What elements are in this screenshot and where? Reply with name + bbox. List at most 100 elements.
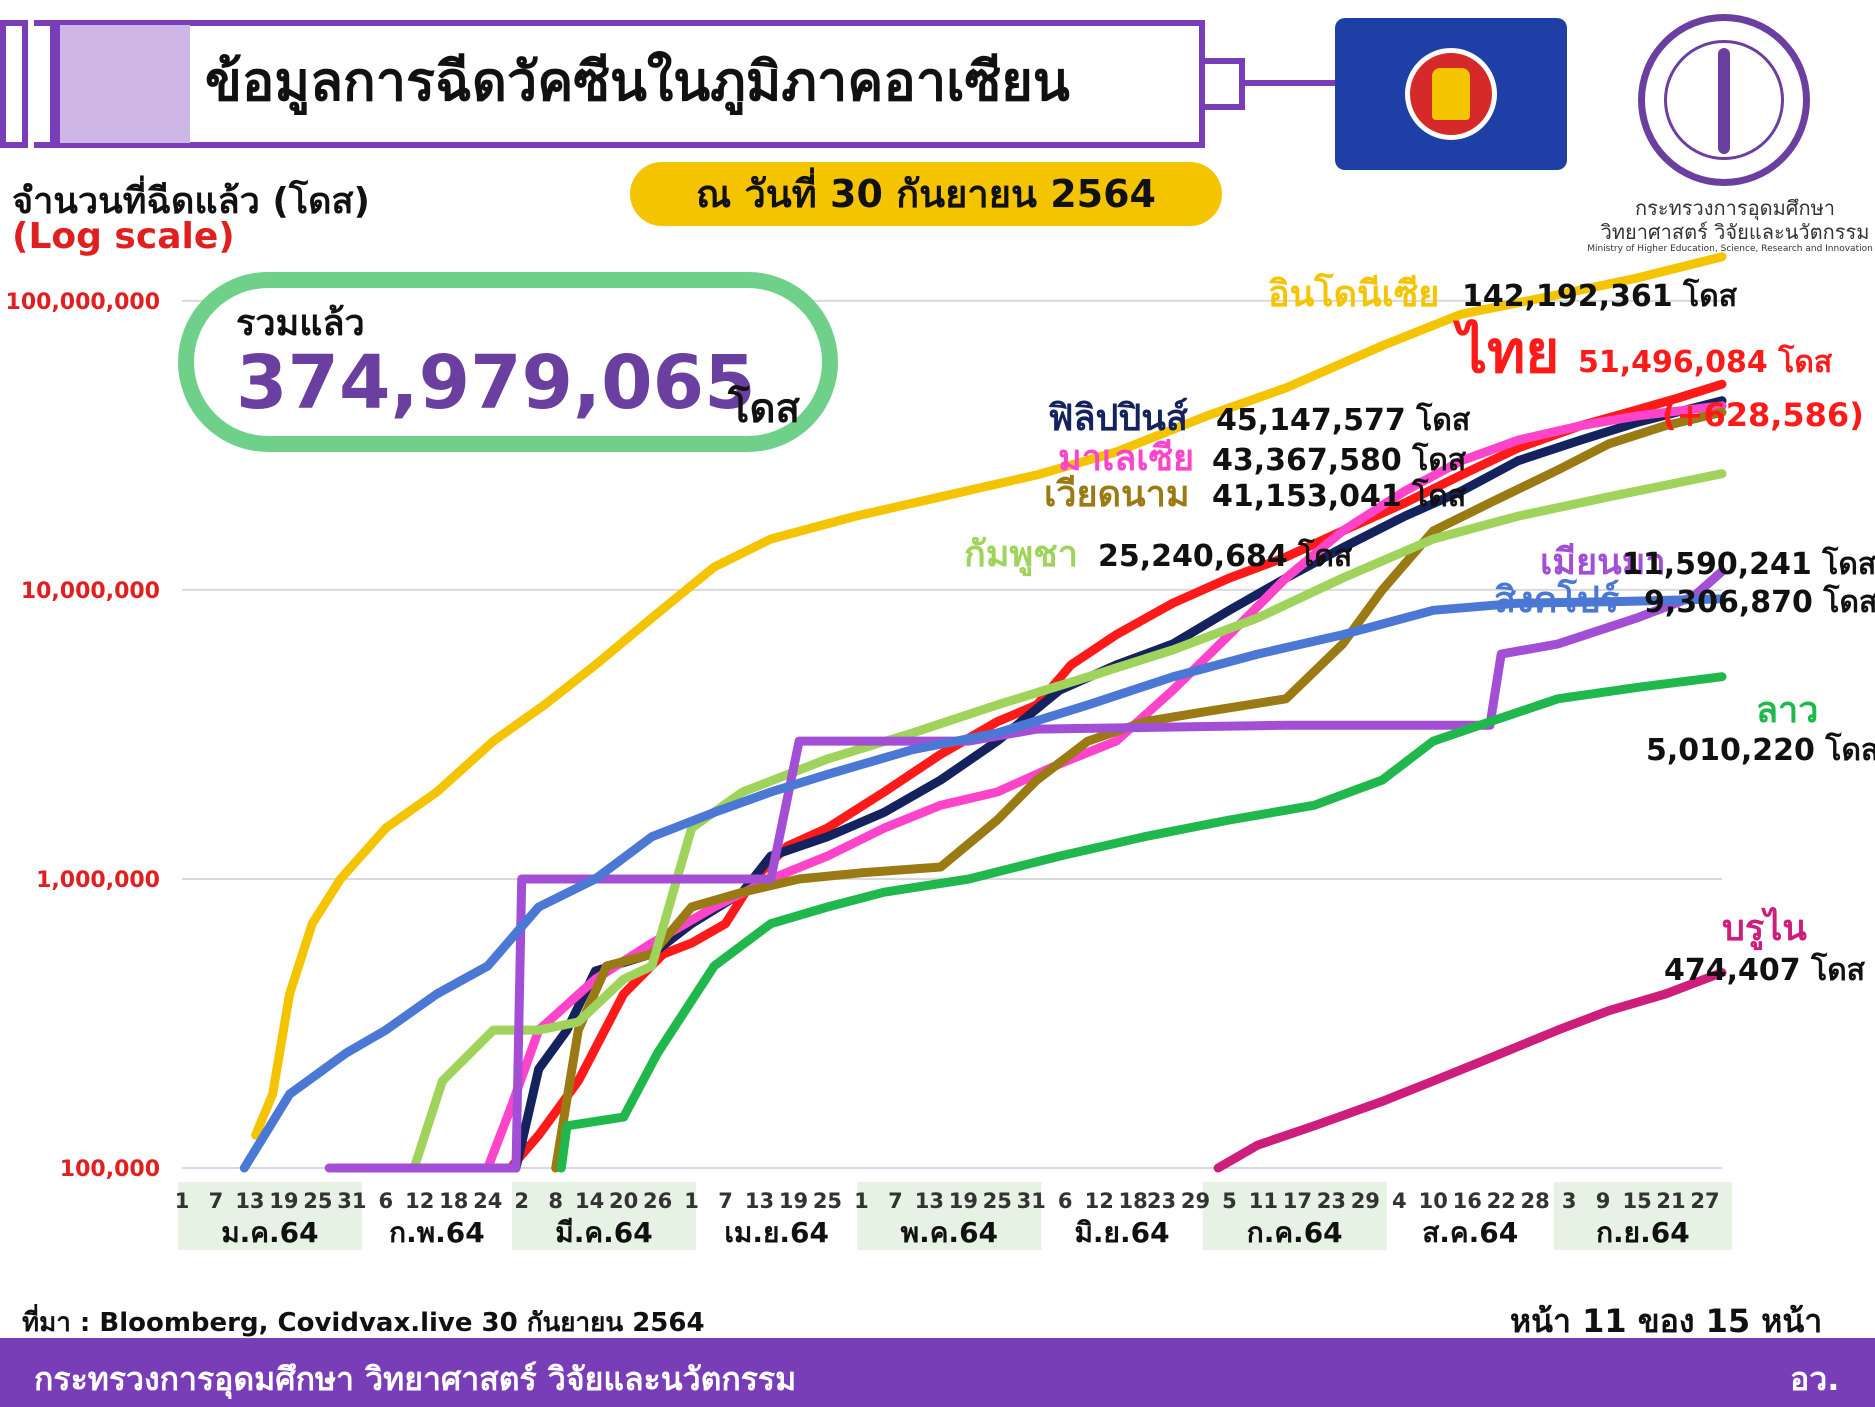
syringe-barrel (55, 20, 1205, 148)
x-tick-label: 31 (1017, 1189, 1046, 1213)
x-tick-label: 2 (514, 1189, 529, 1213)
page-title: ข้อมูลการฉีดวัคซีนในภูมิภาคอาเซียน (205, 50, 1070, 113)
series-total-label: 41,153,041 โดส (1212, 477, 1467, 514)
series-total-label: 51,496,084 โดส (1578, 343, 1833, 380)
x-tick-label: 28 (1521, 1189, 1550, 1213)
month-band (857, 1182, 1042, 1250)
series-name-label: ลาว (1756, 690, 1819, 731)
x-tick-label: 27 (1690, 1189, 1719, 1213)
seal-vajra-icon (1718, 48, 1730, 154)
y-tick-label: 100,000,000 (6, 290, 160, 315)
series-total-label: 5,010,220 โดส (1646, 731, 1875, 768)
series-line (483, 401, 1727, 1173)
series-name-label: สิงคโปร์ (1494, 578, 1620, 621)
series-total-label: 11,590,241 โดส (1622, 545, 1875, 582)
series-line (1213, 968, 1727, 1173)
x-tick-label: 17 (1283, 1189, 1312, 1213)
syringe-tip-icon (1205, 58, 1245, 110)
month-label: มี.ค.64 (555, 1216, 652, 1249)
month-label: ก.พ.64 (389, 1216, 485, 1249)
series-total-label: 9,306,870 โดส (1644, 583, 1875, 620)
seal-inner-ring (1664, 40, 1784, 160)
x-tick-label: 21 (1656, 1189, 1685, 1213)
series-name-label: ฟิลิปปินส์ (1048, 397, 1188, 439)
x-tick-label: 20 (609, 1189, 638, 1213)
x-tick-label: 5 (1222, 1189, 1237, 1213)
x-tick-label: 15 (1622, 1189, 1651, 1213)
x-tick-label: 23 (1317, 1189, 1346, 1213)
x-tick-label: 11 (1249, 1189, 1278, 1213)
series-line (239, 594, 1727, 1173)
x-tick-label: 10 (1419, 1189, 1448, 1213)
series-total-label: 25,240,684 โดส (1098, 537, 1353, 574)
x-tick-label: 12 (1085, 1189, 1114, 1213)
x-tick-label: 18 (1119, 1189, 1148, 1213)
x-tick-label: 29 (1351, 1189, 1380, 1213)
total-unit: โดส (728, 386, 800, 432)
series-line (251, 252, 1727, 1140)
x-tick-label: 19 (779, 1189, 808, 1213)
month-band (512, 1182, 696, 1250)
month-label: ม.ค.64 (221, 1216, 318, 1249)
x-tick-label: 4 (1392, 1189, 1407, 1213)
series-total-label: 43,367,580 โดส (1212, 441, 1467, 478)
month-label: เม.ย.64 (724, 1216, 829, 1249)
series-name-label: เวียดนาม (1044, 474, 1190, 515)
x-tick-label: 22 (1487, 1189, 1516, 1213)
x-tick-label: 7 (718, 1189, 733, 1213)
syringe-needle-icon (1245, 80, 1345, 86)
series-total-label: 45,147,577 โดส (1216, 401, 1471, 438)
total-value: 374,979,065 (236, 340, 756, 426)
series-total-label: 142,192,361 โดส (1462, 277, 1738, 314)
series-layer (239, 252, 1727, 1173)
series-line (551, 407, 1727, 1173)
series-line (556, 672, 1727, 1173)
x-tick-label: 7 (209, 1189, 224, 1213)
x-tick-label: 8 (548, 1189, 563, 1213)
x-tick-label: 25 (813, 1189, 842, 1213)
date-badge: ณ วันที่ 30 กันยายน 2564 (630, 162, 1222, 226)
total-label: รวมแล้ว (236, 303, 365, 344)
x-tick-label: 16 (1453, 1189, 1482, 1213)
x-tick-label: 1 (175, 1189, 190, 1213)
ministry-name-line1: กระทรวงการอุดมศึกษา (1635, 196, 1835, 220)
x-tick-label: 7 (888, 1189, 903, 1213)
x-tick-label: 29 (1181, 1189, 1210, 1213)
page-number: หน้า 11 ของ 15 หน้า (1510, 1302, 1823, 1340)
footer-org-short: อว. (1790, 1360, 1840, 1398)
month-label: ส.ค.64 (1422, 1216, 1518, 1249)
x-tick-label: 13 (235, 1189, 264, 1213)
x-tick-label: 1 (684, 1189, 699, 1213)
x-tick-label: 19 (949, 1189, 978, 1213)
x-tick-label: 6 (1058, 1189, 1073, 1213)
x-tick-label: 24 (473, 1189, 502, 1213)
x-tick-label: 3 (1562, 1189, 1577, 1213)
x-tick-label: 25 (983, 1189, 1012, 1213)
total-doses-box (178, 272, 838, 452)
series-name-label: เมียนมา (1540, 542, 1666, 583)
month-label: พ.ค.64 (901, 1216, 998, 1249)
series-line (409, 469, 1727, 1173)
ministry-name-line2: วิทยาศาสตร์ วิจัยและนวัตกรรม (1600, 220, 1870, 244)
series-name-label: อินโดนีเซีย (1268, 272, 1439, 315)
x-tick-label: 9 (1596, 1189, 1611, 1213)
footer-bar (0, 1338, 1875, 1407)
month-label: ก.ย.64 (1596, 1216, 1690, 1249)
series-name-label: ไทย (1452, 318, 1559, 386)
x-tick-label: 1 (854, 1189, 869, 1213)
y-tick-label: 100,000 (60, 1157, 160, 1182)
month-band (1202, 1182, 1387, 1250)
y-axis-label: จำนวนที่ฉีดแล้ว (โดส) (12, 181, 370, 222)
x-tick-label: 14 (575, 1189, 604, 1213)
x-tick-label: 6 (379, 1189, 394, 1213)
x-tick-label: 12 (405, 1189, 434, 1213)
x-tick-label: 26 (643, 1189, 672, 1213)
y-tick-label: 1,000,000 (36, 868, 160, 893)
source-note: ที่มา : Bloomberg, Covidvax.live 30 กันย… (22, 1308, 705, 1338)
series-name-label: บรูไน (1722, 906, 1807, 951)
syringe-fill (60, 25, 190, 143)
series-name-label: กัมพูชา (964, 534, 1078, 577)
month-label: ก.ค.64 (1247, 1216, 1343, 1249)
